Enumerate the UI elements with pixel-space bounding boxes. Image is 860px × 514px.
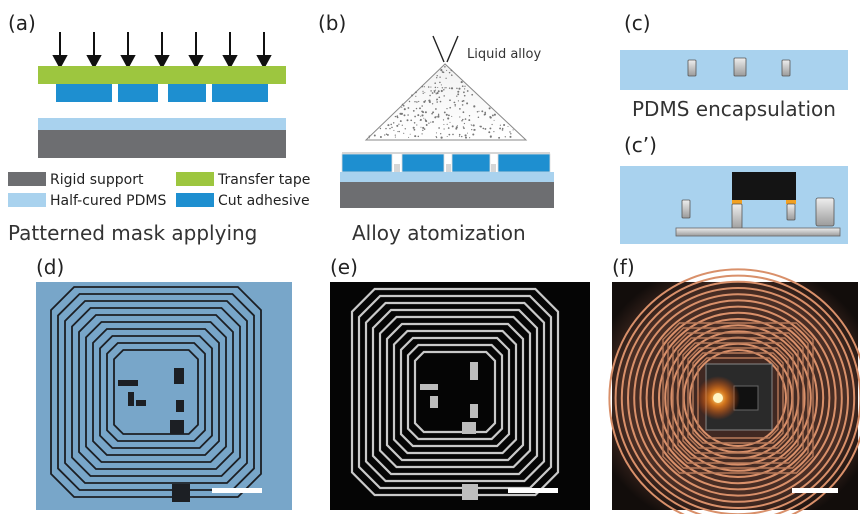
metal-base-line	[675, 227, 841, 237]
panel-d-tag: (d)	[36, 255, 64, 279]
cut-adhesive-block	[168, 84, 206, 102]
panel-d: (d)	[36, 255, 292, 510]
legend-label-transfer-tape: Transfer tape	[217, 172, 310, 188]
cut-adhesive-block	[56, 84, 112, 102]
arrow-icon	[52, 32, 68, 70]
cut-adhesive-blocks	[56, 84, 268, 102]
coil-d-components	[118, 368, 190, 502]
pressure-arrows	[52, 32, 272, 70]
arrow-icon	[256, 32, 272, 70]
led-core	[713, 393, 723, 403]
pdms-layer-b	[340, 172, 554, 182]
legend: Rigid support Transfer tape Half-cured P…	[8, 172, 310, 209]
rigid-support-layer	[38, 130, 286, 158]
panel-f-tag: (f)	[612, 255, 635, 279]
panel-b-caption: Alloy atomization	[352, 221, 526, 245]
panel-a-tag: (a)	[8, 11, 36, 35]
coil-e	[350, 287, 560, 497]
cut-adhesive-block	[497, 153, 551, 173]
panel-e: (e)	[330, 255, 590, 510]
arrow-icon	[222, 32, 238, 70]
rigid-support-layer-b	[340, 182, 554, 208]
arrow-icon	[120, 32, 136, 70]
legend-label-cut-adhesive: Cut adhesive	[218, 193, 310, 209]
legend-swatch-transfer-tape	[176, 172, 214, 186]
panel-c: (c) PDMS encapsulation (c’)	[620, 11, 848, 244]
scale-bar-e	[508, 488, 558, 493]
nozzle-icon	[432, 35, 459, 63]
spray-cone	[364, 63, 528, 141]
alloy-coating	[342, 152, 550, 172]
arrow-icon	[154, 32, 170, 70]
legend-swatch-rigid-support	[8, 172, 46, 186]
spray-droplets	[368, 66, 514, 139]
cut-adhesive-block	[341, 153, 393, 173]
cut-adhesive-blocks-b	[341, 153, 551, 173]
pdms-layer	[38, 118, 286, 130]
chip	[732, 172, 796, 200]
cut-adhesive-block	[118, 84, 158, 102]
coil-e-components	[420, 362, 478, 500]
panel-c-caption: PDMS encapsulation	[632, 97, 836, 121]
scale-bar-d	[212, 488, 262, 493]
panel-a: (a) Rigid support Transfer tape	[8, 11, 310, 245]
transfer-tape-layer	[38, 66, 286, 84]
legend-label-pdms: Half-cured PDMS	[50, 193, 166, 209]
cut-adhesive-block	[212, 84, 268, 102]
legend-swatch-cut-adhesive	[176, 193, 214, 207]
arrow-icon	[188, 32, 204, 70]
arrow-icon	[86, 32, 102, 70]
panel-f: (f)	[608, 255, 860, 514]
cut-adhesive-block	[401, 153, 445, 173]
coil-f	[608, 268, 860, 514]
panel-a-caption: Patterned mask applying	[8, 221, 257, 245]
solder-pads	[732, 200, 796, 204]
nozzle-label: Liquid alloy	[467, 47, 541, 62]
cut-adhesive-block	[451, 153, 491, 173]
alloy-vias	[681, 197, 835, 231]
panel-c-prime-tag: (c’)	[624, 133, 657, 157]
panel-e-tag: (e)	[330, 255, 358, 279]
panel-b: (b) Liquid alloy Alloy atomization	[318, 11, 554, 245]
panel-b-tag: (b)	[318, 11, 346, 35]
panel-c-tag: (c)	[624, 11, 651, 35]
alloy-lines	[687, 57, 791, 77]
legend-swatch-pdms	[8, 193, 46, 207]
legend-label-rigid-support: Rigid support	[50, 172, 144, 188]
scale-bar-f	[792, 488, 838, 493]
